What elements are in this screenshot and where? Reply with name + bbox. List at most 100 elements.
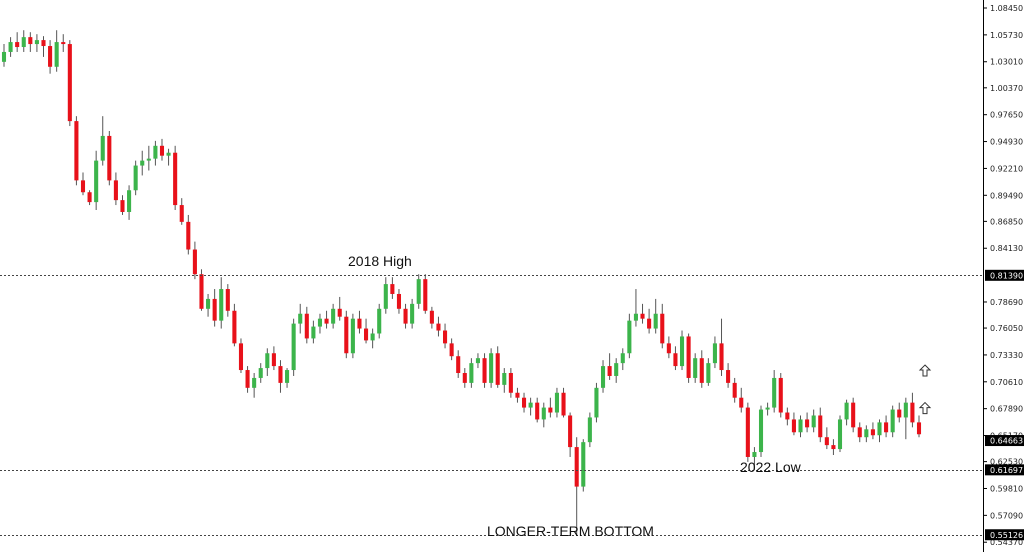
candle-up: [581, 442, 586, 487]
candle-down: [831, 445, 836, 450]
candle-down: [364, 328, 369, 341]
candle-up: [633, 313, 638, 321]
candle-up: [377, 308, 382, 334]
candle-down: [74, 121, 79, 181]
candle-up: [890, 409, 895, 433]
candle-up: [140, 160, 145, 166]
candle-down: [396, 293, 402, 309]
candle-down: [238, 343, 244, 371]
candle-down: [884, 422, 889, 433]
candle-down: [80, 180, 86, 193]
candle-up: [837, 419, 843, 450]
candle-up: [864, 429, 869, 438]
candle-up: [54, 42, 59, 67]
candle-up: [877, 422, 882, 436]
candle-up: [475, 358, 480, 364]
candle-up: [350, 318, 355, 354]
candle-down: [574, 447, 579, 487]
candle-up: [554, 392, 559, 413]
candle-up: [285, 370, 290, 383]
candle-down: [910, 402, 915, 423]
candle-up: [311, 326, 316, 339]
candle-up: [8, 42, 13, 52]
price-tag-label: 0.64663: [990, 437, 1023, 446]
price-tag-label: 0.55126: [990, 531, 1023, 540]
candle-up: [528, 402, 533, 408]
candle-down: [686, 336, 691, 378]
price-tick-label: 0.54370: [990, 538, 1023, 547]
candle-down: [449, 343, 454, 357]
candle-up: [798, 419, 803, 433]
candle-up: [383, 284, 388, 309]
price-tick-label: 0.57090: [990, 511, 1023, 520]
candle-up: [693, 358, 698, 378]
price-tick-label: 0.67890: [990, 405, 1023, 414]
candle-down: [818, 415, 823, 438]
candle-down: [508, 373, 513, 393]
candle-down: [28, 37, 33, 45]
levels-group: [0, 275, 983, 536]
arrow-icons: [918, 364, 932, 415]
candle-up: [844, 402, 849, 420]
candle-down: [495, 353, 500, 385]
price-tick-label: 0.62530: [990, 458, 1023, 467]
candle-up: [219, 289, 224, 321]
price-tick-label: 1.05730: [990, 31, 1023, 40]
candle-down: [666, 343, 671, 354]
candle-down: [791, 419, 796, 433]
candle-down: [870, 429, 875, 436]
candle-down: [851, 402, 856, 428]
candle-down: [423, 279, 428, 311]
candle-up: [94, 160, 99, 203]
candle-down: [456, 356, 461, 374]
price-tick-label: 0.73330: [990, 351, 1023, 360]
candle-down: [173, 152, 178, 206]
candle-down: [443, 330, 448, 344]
candle-down: [568, 415, 573, 448]
candle-up: [317, 318, 323, 327]
candle-down: [278, 366, 283, 383]
price-tick-label: 0.92210: [990, 164, 1023, 173]
price-tick-label: 0.89490: [990, 191, 1023, 200]
price-tags: 0.81390 0.61697 0.55126 0.64663: [985, 269, 1024, 541]
candle-down: [245, 370, 250, 388]
candle-down: [561, 392, 566, 416]
candle-down: [48, 46, 53, 67]
candle-up: [614, 363, 619, 376]
price-tick-label: 0.86850: [990, 217, 1023, 226]
candle-down: [357, 318, 362, 329]
candle-up: [146, 158, 151, 161]
candle-down: [719, 343, 724, 371]
annotation-longer-term-bottom: LONGER-TERM BOTTOM: [487, 523, 654, 539]
price-tag: [985, 529, 1024, 541]
candle-up: [489, 353, 494, 383]
candle-down: [745, 407, 750, 457]
candle-up: [153, 145, 158, 159]
candle-up: [206, 298, 211, 309]
candle-up: [758, 409, 764, 453]
price-tick-label: 0.97650: [990, 111, 1023, 120]
candle-up: [258, 368, 263, 378]
candle-down: [647, 318, 652, 329]
candle-down: [107, 135, 112, 181]
candle-up: [127, 190, 132, 212]
candle-up: [298, 313, 303, 324]
candles-group: [1, 30, 922, 536]
candle-down: [232, 310, 237, 344]
candle-up: [1, 51, 7, 62]
candle-down: [535, 402, 540, 420]
candle-up: [21, 37, 26, 48]
candle-up: [252, 377, 257, 388]
candle-down: [732, 382, 737, 398]
candle-up: [679, 336, 685, 367]
candle-up: [100, 135, 105, 161]
candle-down: [67, 44, 72, 122]
candle-down: [857, 427, 862, 438]
candle-up: [291, 323, 296, 371]
candle-down: [15, 42, 20, 48]
candle-down: [61, 42, 66, 45]
candle-up: [166, 152, 171, 156]
annotation-2022-low: 2022 Low: [740, 459, 802, 475]
candle-down: [660, 313, 665, 344]
price-tag-label: 0.81390: [990, 271, 1023, 280]
